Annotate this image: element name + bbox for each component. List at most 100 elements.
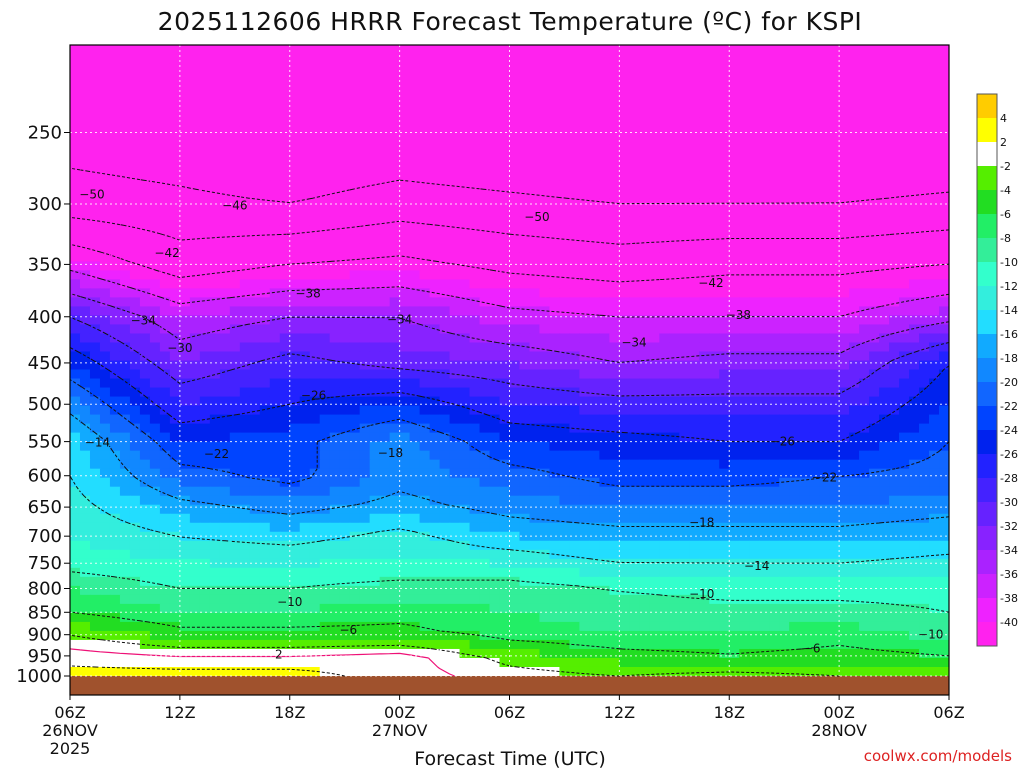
field-cell — [70, 351, 81, 362]
field-cell — [779, 63, 790, 73]
field-cell — [249, 216, 261, 226]
field-cell — [169, 468, 181, 479]
field-cell — [869, 378, 880, 389]
field-cell — [309, 297, 321, 308]
field-cell — [109, 99, 121, 109]
field-cell — [289, 504, 301, 515]
field-cell — [489, 99, 501, 109]
field-cell — [699, 81, 710, 91]
field-cell — [679, 432, 690, 443]
field-cell — [359, 144, 371, 154]
field-cell — [449, 108, 461, 118]
field-cell — [749, 360, 760, 371]
field-cell — [269, 504, 281, 515]
field-cell — [309, 144, 321, 154]
field-cell — [719, 342, 730, 353]
field-cell — [89, 306, 101, 317]
field-cell — [939, 54, 949, 64]
field-cell — [859, 261, 870, 271]
field-cell — [609, 180, 620, 190]
field-cell — [289, 396, 301, 407]
field-cell — [709, 396, 720, 407]
field-cell — [409, 450, 421, 461]
field-cell — [559, 171, 571, 181]
field-cell — [329, 378, 341, 389]
field-cell — [619, 54, 630, 64]
field-cell — [459, 432, 471, 443]
field-cell — [629, 477, 640, 488]
field-cell — [159, 333, 171, 344]
field-cell — [199, 63, 211, 73]
field-cell — [649, 477, 660, 488]
field-cell — [549, 450, 561, 461]
field-cell — [519, 522, 531, 533]
field-cell — [99, 351, 111, 362]
field-cell — [779, 396, 790, 407]
field-cell — [689, 279, 700, 289]
field-cell — [749, 54, 760, 64]
field-cell — [649, 486, 660, 497]
field-cell — [669, 153, 680, 163]
field-cell — [79, 72, 91, 82]
field-cell — [279, 522, 291, 533]
field-cell — [579, 513, 591, 524]
field-cell — [419, 378, 431, 389]
field-cell — [729, 216, 740, 226]
field-cell — [859, 108, 870, 118]
field-cell — [569, 252, 581, 262]
field-cell — [199, 117, 211, 127]
field-cell — [149, 288, 161, 298]
field-cell — [379, 315, 391, 326]
field-cell — [919, 288, 930, 298]
field-cell — [529, 243, 541, 253]
field-cell — [879, 378, 890, 389]
field-cell — [179, 522, 191, 533]
field-cell — [259, 225, 271, 235]
field-cell — [269, 243, 281, 253]
field-cell — [279, 72, 291, 82]
field-cell — [139, 243, 151, 253]
field-cell — [249, 423, 261, 434]
field-cell — [299, 270, 311, 280]
field-cell — [70, 315, 81, 326]
field-cell — [289, 360, 301, 371]
field-cell — [299, 63, 311, 73]
field-cell — [829, 189, 840, 199]
field-cell — [589, 522, 600, 533]
field-cell — [169, 405, 181, 416]
field-cell — [859, 171, 870, 181]
field-cell — [339, 117, 351, 127]
field-cell — [839, 108, 850, 118]
field-cell — [389, 288, 401, 298]
field-cell — [729, 45, 740, 55]
field-cell — [499, 324, 511, 335]
field-cell — [139, 450, 151, 461]
field-cell — [259, 126, 271, 136]
field-cell — [499, 189, 511, 199]
field-cell — [119, 468, 131, 479]
field-cell — [389, 522, 401, 533]
field-cell — [309, 135, 321, 145]
field-cell — [359, 531, 371, 542]
field-cell — [529, 342, 541, 353]
field-cell — [639, 513, 650, 524]
field-cell — [609, 63, 620, 73]
field-cell — [159, 297, 171, 308]
field-cell — [649, 171, 660, 181]
field-cell — [379, 324, 391, 335]
field-cell — [429, 432, 441, 443]
field-cell — [829, 360, 840, 371]
field-cell — [899, 450, 910, 461]
field-cell — [559, 297, 571, 308]
field-cell — [739, 45, 750, 55]
field-cell — [789, 171, 800, 181]
field-cell — [589, 486, 600, 497]
field-cell — [749, 522, 760, 533]
field-cell — [349, 369, 361, 380]
field-cell — [509, 522, 521, 533]
field-cell — [249, 135, 261, 145]
field-cell — [539, 414, 551, 425]
field-cell — [519, 324, 531, 335]
field-cell — [199, 189, 211, 199]
field-cell — [639, 153, 650, 163]
